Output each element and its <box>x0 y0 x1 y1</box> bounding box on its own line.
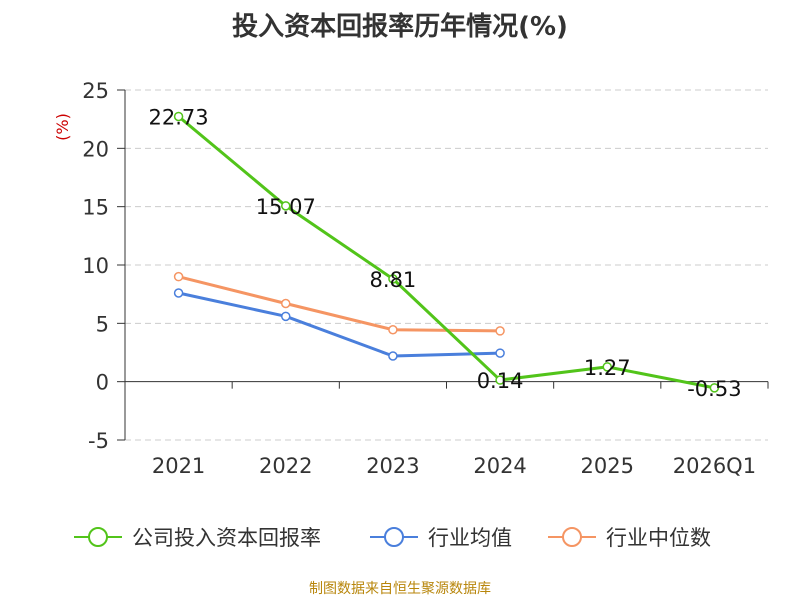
series-line <box>178 291 501 358</box>
grid-lines <box>125 89 768 441</box>
y-tick-label: 5 <box>96 312 109 336</box>
data-point <box>602 362 612 372</box>
data-label: 1.27 <box>584 356 631 380</box>
data-labels: 22.73 15.07 8.81 0.14 1.27 -0.53 <box>149 105 742 400</box>
x-tick-label: 2025 <box>581 454 634 478</box>
data-point <box>281 201 291 211</box>
x-tick-label: 2022 <box>259 454 312 478</box>
legend: 公司投入资本回报率 行业均值 行业中位数 <box>74 526 711 550</box>
data-point <box>388 351 398 361</box>
data-point <box>281 311 291 322</box>
data-label: 15.07 <box>256 195 316 219</box>
data-point <box>495 375 505 385</box>
legend-label: 行业中位数 <box>606 526 711 550</box>
data-label: 8.81 <box>370 268 417 292</box>
x-tick-label: 2024 <box>473 454 526 478</box>
x-tick-label: 2021 <box>152 454 205 478</box>
legend-marker-icon <box>88 527 108 547</box>
data-point <box>388 325 398 335</box>
data-point <box>709 383 720 393</box>
legend-label: 行业均值 <box>428 526 512 550</box>
chart-title: 投入资本回报率历年情况(%) <box>232 12 568 42</box>
data-point <box>173 271 184 282</box>
data-point <box>388 274 398 284</box>
data-point <box>173 288 184 298</box>
y-tick-label: 20 <box>82 137 109 161</box>
data-point <box>495 326 505 336</box>
series-lines <box>173 111 720 393</box>
data-point <box>495 348 505 358</box>
data-point <box>281 298 291 309</box>
series-line <box>177 115 715 390</box>
data-label: 0.14 <box>477 369 524 393</box>
y-tick-label: 25 <box>82 79 109 103</box>
legend-marker-icon <box>384 527 404 547</box>
x-tick-label: 2026Q1 <box>673 454 756 478</box>
legend-marker-icon <box>562 527 582 547</box>
y-tick-label: 0 <box>96 371 109 395</box>
legend-label: 公司投入资本回报率 <box>132 526 321 550</box>
x-tick-label: 2023 <box>366 454 419 478</box>
data-label: -0.53 <box>687 377 741 401</box>
data-point <box>173 111 184 122</box>
y-tick-label: 10 <box>82 254 109 278</box>
y-axis-label: (%) <box>53 113 72 141</box>
data-label: 22.73 <box>149 105 209 129</box>
y-tick-label: 15 <box>82 196 109 220</box>
y-tick-label: -5 <box>88 429 109 453</box>
source-note: 制图数据来自恒生聚源数据库 <box>309 581 491 597</box>
